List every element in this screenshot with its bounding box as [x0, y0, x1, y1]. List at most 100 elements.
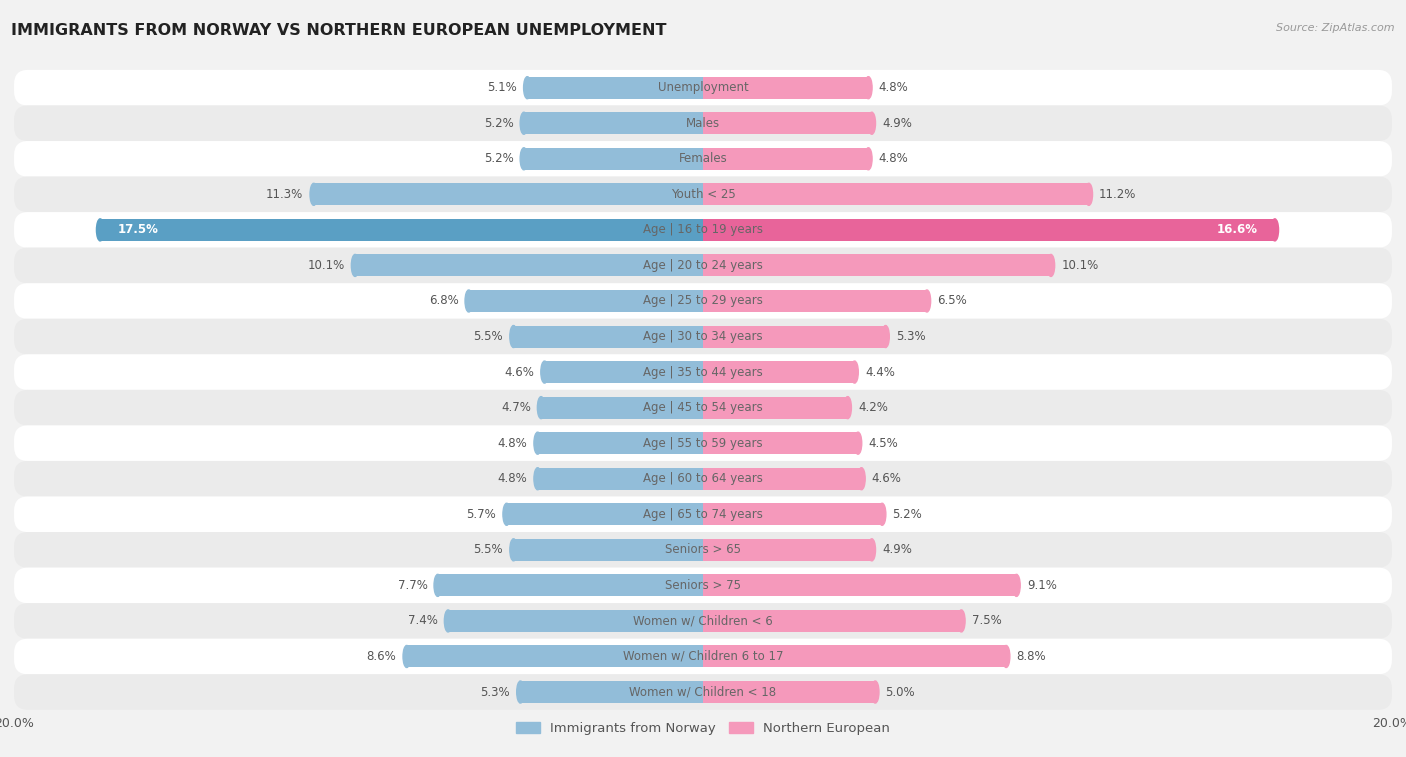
Text: 4.8%: 4.8%	[498, 472, 527, 485]
Ellipse shape	[352, 254, 359, 276]
Bar	[703, 361, 855, 383]
Text: Age | 25 to 29 years: Age | 25 to 29 years	[643, 294, 763, 307]
Ellipse shape	[844, 397, 852, 419]
Ellipse shape	[534, 432, 541, 454]
Ellipse shape	[503, 503, 510, 525]
Text: Males: Males	[686, 117, 720, 129]
Text: Age | 20 to 24 years: Age | 20 to 24 years	[643, 259, 763, 272]
Text: Women w/ Children < 18: Women w/ Children < 18	[630, 686, 776, 699]
Text: Age | 16 to 19 years: Age | 16 to 19 years	[643, 223, 763, 236]
Bar	[703, 681, 875, 703]
FancyBboxPatch shape	[14, 568, 1392, 603]
Ellipse shape	[957, 610, 965, 632]
Bar	[468, 290, 703, 312]
FancyBboxPatch shape	[14, 639, 1392, 674]
Text: Women w/ Children 6 to 17: Women w/ Children 6 to 17	[623, 650, 783, 663]
Text: Seniors > 65: Seniors > 65	[665, 544, 741, 556]
Text: 7.5%: 7.5%	[972, 615, 1001, 628]
Bar	[537, 432, 703, 454]
Text: 5.3%: 5.3%	[896, 330, 925, 343]
Text: 5.2%: 5.2%	[893, 508, 922, 521]
Text: Seniors > 75: Seniors > 75	[665, 579, 741, 592]
Ellipse shape	[879, 503, 886, 525]
FancyBboxPatch shape	[14, 319, 1392, 354]
Ellipse shape	[516, 681, 524, 703]
Ellipse shape	[1012, 575, 1021, 597]
Text: 10.1%: 10.1%	[1062, 259, 1098, 272]
Bar	[703, 397, 848, 419]
Ellipse shape	[1085, 183, 1092, 205]
Bar	[541, 397, 703, 419]
Text: Unemployment: Unemployment	[658, 81, 748, 94]
Ellipse shape	[444, 610, 451, 632]
Ellipse shape	[865, 76, 872, 98]
Ellipse shape	[1047, 254, 1054, 276]
FancyBboxPatch shape	[14, 212, 1392, 248]
Text: 11.2%: 11.2%	[1099, 188, 1136, 201]
FancyBboxPatch shape	[14, 70, 1392, 105]
Legend: Immigrants from Norway, Northern European: Immigrants from Norway, Northern Europea…	[510, 717, 896, 740]
Ellipse shape	[520, 148, 527, 170]
Bar	[356, 254, 703, 276]
Ellipse shape	[868, 112, 876, 134]
Text: 10.1%: 10.1%	[308, 259, 344, 272]
Bar	[703, 468, 862, 490]
Text: 4.9%: 4.9%	[882, 117, 912, 129]
Ellipse shape	[855, 432, 862, 454]
Ellipse shape	[537, 397, 546, 419]
Bar	[100, 219, 703, 241]
Text: 9.1%: 9.1%	[1026, 579, 1057, 592]
Bar	[513, 326, 703, 347]
Bar	[703, 219, 1275, 241]
Bar	[406, 646, 703, 668]
Text: 4.8%: 4.8%	[879, 81, 908, 94]
Bar	[703, 575, 1017, 597]
Bar	[437, 575, 703, 597]
FancyBboxPatch shape	[14, 603, 1392, 639]
Bar	[524, 112, 703, 134]
Text: 17.5%: 17.5%	[117, 223, 159, 236]
Text: 16.6%: 16.6%	[1216, 223, 1257, 236]
Bar	[544, 361, 703, 383]
Ellipse shape	[520, 112, 527, 134]
Ellipse shape	[924, 290, 931, 312]
Text: 4.2%: 4.2%	[858, 401, 887, 414]
Text: 5.2%: 5.2%	[484, 117, 513, 129]
Bar	[703, 148, 869, 170]
Ellipse shape	[1271, 219, 1278, 241]
Bar	[506, 503, 703, 525]
FancyBboxPatch shape	[14, 176, 1392, 212]
Bar	[527, 76, 703, 98]
Text: Age | 30 to 34 years: Age | 30 to 34 years	[643, 330, 763, 343]
FancyBboxPatch shape	[14, 354, 1392, 390]
Text: Source: ZipAtlas.com: Source: ZipAtlas.com	[1277, 23, 1395, 33]
Ellipse shape	[309, 183, 318, 205]
Text: 4.5%: 4.5%	[869, 437, 898, 450]
Ellipse shape	[541, 361, 548, 383]
Text: 5.5%: 5.5%	[474, 544, 503, 556]
Text: Females: Females	[679, 152, 727, 165]
Bar	[703, 539, 872, 561]
Text: 4.8%: 4.8%	[879, 152, 908, 165]
Ellipse shape	[465, 290, 472, 312]
Bar	[449, 610, 703, 632]
Text: 8.6%: 8.6%	[367, 650, 396, 663]
Text: 5.2%: 5.2%	[484, 152, 513, 165]
Text: 4.6%: 4.6%	[872, 472, 901, 485]
Bar	[703, 503, 882, 525]
FancyBboxPatch shape	[14, 532, 1392, 568]
Ellipse shape	[97, 219, 104, 241]
Text: Youth < 25: Youth < 25	[671, 188, 735, 201]
Text: 4.8%: 4.8%	[498, 437, 527, 450]
FancyBboxPatch shape	[14, 283, 1392, 319]
Text: 5.7%: 5.7%	[467, 508, 496, 521]
Text: Age | 65 to 74 years: Age | 65 to 74 years	[643, 508, 763, 521]
Ellipse shape	[404, 646, 411, 668]
Text: 5.3%: 5.3%	[481, 686, 510, 699]
Ellipse shape	[534, 468, 541, 490]
Text: 11.3%: 11.3%	[266, 188, 304, 201]
Text: Age | 35 to 44 years: Age | 35 to 44 years	[643, 366, 763, 378]
FancyBboxPatch shape	[14, 497, 1392, 532]
Text: 6.5%: 6.5%	[938, 294, 967, 307]
Text: IMMIGRANTS FROM NORWAY VS NORTHERN EUROPEAN UNEMPLOYMENT: IMMIGRANTS FROM NORWAY VS NORTHERN EUROP…	[11, 23, 666, 38]
